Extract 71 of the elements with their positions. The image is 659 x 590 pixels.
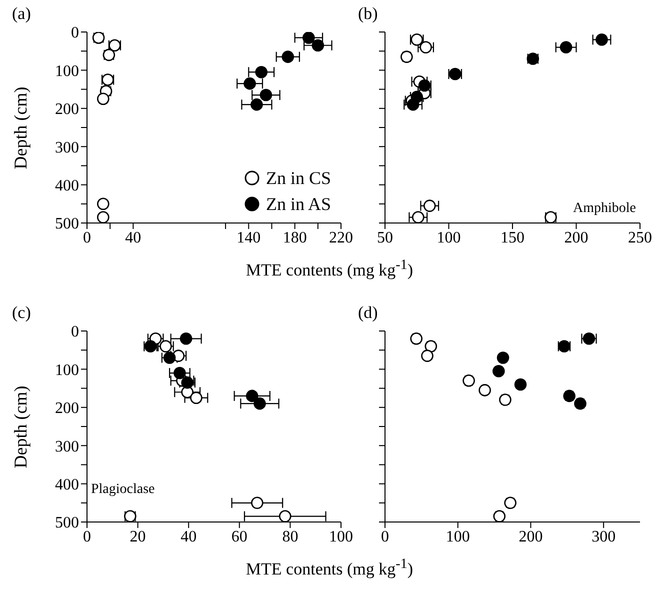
y-tick-label: 100 — [55, 362, 79, 379]
point — [412, 211, 424, 223]
y-tick-label: 500 — [55, 514, 79, 532]
point — [302, 32, 315, 44]
point — [544, 211, 557, 223]
x-axis-title: MTE contents (mg kg$^{-1}$) — [244, 556, 414, 580]
x-axis-title: MTE contents (mg kg$^{-1}$) — [244, 257, 414, 281]
x-tick-label: 140 — [236, 229, 261, 246]
y-tick-label: 300 — [55, 139, 79, 156]
point — [492, 364, 505, 378]
point — [246, 390, 258, 402]
annotation: Plagioclase — [91, 482, 155, 498]
y-tick-label: 100 — [55, 62, 79, 80]
y-tick-label: 0 — [71, 324, 79, 341]
x-tick-label: 220 — [329, 229, 353, 246]
y-axis-title: Depth (cm) — [10, 385, 32, 468]
point — [250, 98, 263, 111]
point — [260, 88, 272, 102]
legend-label: Zn in CS — [266, 168, 331, 188]
point — [244, 77, 256, 90]
x-tick-label: 180 — [282, 229, 307, 246]
x-tick-label: 40 — [180, 528, 197, 546]
point — [596, 33, 608, 46]
y-tick-label: 400 — [55, 177, 79, 194]
chart-title: (b) — [358, 4, 378, 24]
x-tick-label: 100 — [329, 528, 353, 546]
point — [514, 378, 527, 391]
x-tick-label: 0 — [83, 528, 91, 546]
point — [180, 332, 192, 345]
point — [496, 352, 510, 364]
point — [312, 39, 324, 52]
point — [255, 66, 268, 78]
point — [560, 41, 572, 54]
x-tick-label: 20 — [130, 528, 146, 546]
x-tick-label: 250 — [628, 229, 652, 246]
x-tick-label: 100 — [446, 528, 470, 546]
y-tick-label: 300 — [55, 438, 79, 456]
point — [190, 392, 202, 404]
x-tick-label: 300 — [592, 528, 616, 546]
point — [282, 50, 294, 63]
y-tick-label: 200 — [55, 101, 79, 118]
point — [254, 397, 266, 410]
x-tick-label: 80 — [282, 528, 298, 546]
x-tick-label: 40 — [125, 229, 142, 246]
legend-label: Zn in AS — [266, 194, 331, 214]
y-tick-label: 500 — [55, 216, 79, 233]
point — [493, 510, 506, 522]
point — [499, 394, 512, 406]
point — [478, 384, 491, 396]
y-axis-title: Depth (cm) — [10, 86, 32, 169]
x-tick-label: 150 — [500, 229, 524, 246]
x-tick-label: 200 — [564, 229, 588, 246]
chart-title: (c) — [12, 303, 31, 323]
y-tick-label: 0 — [71, 24, 79, 42]
annotation: Amphibole — [573, 201, 636, 217]
point — [423, 200, 436, 212]
point — [251, 496, 264, 510]
chart-title: (a) — [12, 4, 31, 24]
x-tick-label: 0 — [83, 229, 91, 246]
y-tick-label: 400 — [55, 476, 79, 494]
point — [278, 510, 292, 522]
point — [462, 374, 475, 387]
chart-title: (d) — [358, 303, 378, 323]
point — [97, 211, 110, 223]
x-tick-label: 100 — [436, 229, 461, 246]
x-tick-label: 50 — [377, 229, 393, 246]
y-tick-label: 200 — [55, 400, 79, 418]
x-tick-label: 0 — [381, 528, 389, 546]
x-tick-label: 60 — [231, 528, 248, 546]
point — [97, 198, 110, 210]
x-tick-label: 200 — [518, 528, 543, 546]
